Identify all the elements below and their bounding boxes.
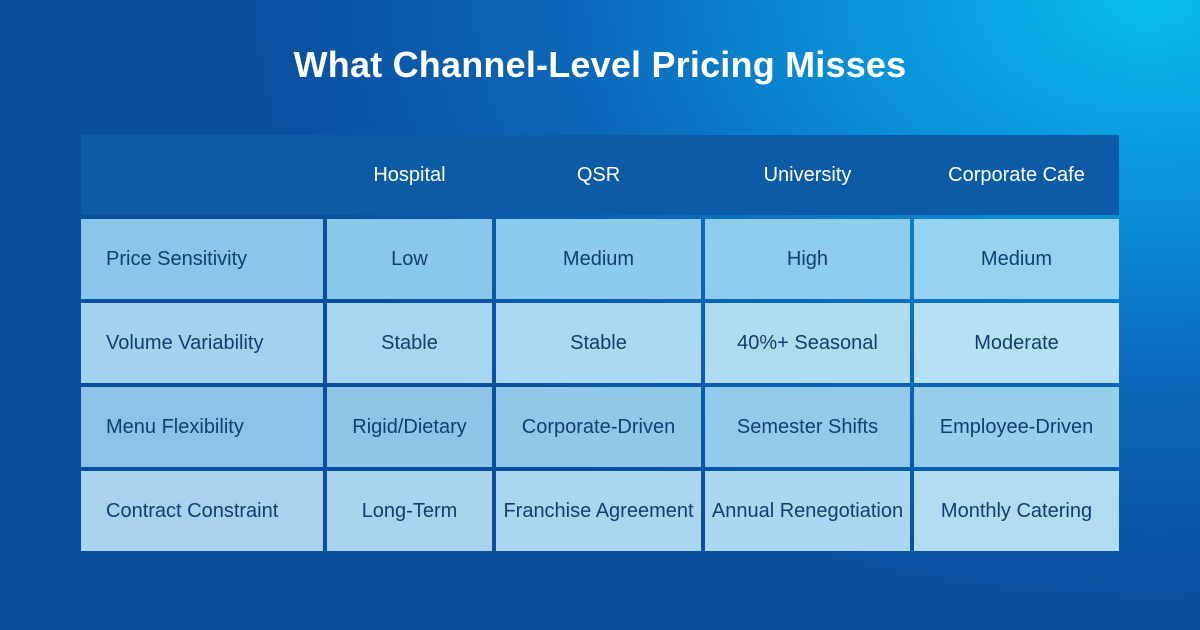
- table-cell-qsr: Stable: [496, 303, 701, 383]
- table-cell-hospital: Stable: [327, 303, 492, 383]
- column-header-university: University: [763, 164, 852, 186]
- table-cell-corporate-cafe: Employee-Driven: [914, 387, 1119, 467]
- table-cell-corporate-cafe: Moderate: [914, 303, 1119, 383]
- table-cell-university: Semester Shifts: [705, 387, 910, 467]
- table-cell-hospital: Long-Term: [327, 471, 492, 551]
- table-cell-qsr: Franchise Agreement: [496, 471, 701, 551]
- table-header-band: [81, 135, 1119, 215]
- column-header-qsr: QSR: [576, 164, 621, 186]
- row-label: Volume Variability: [81, 303, 323, 383]
- table-cell-corporate-cafe: Medium: [914, 219, 1119, 299]
- row-label: Contract Constraint: [81, 471, 323, 551]
- table-cell-university: 40%+ Seasonal: [705, 303, 910, 383]
- comparison-table: Hospital QSR University Corporate Cafe Price…: [81, 135, 1119, 552]
- table-cell-university: High: [705, 219, 910, 299]
- header-corner: [81, 135, 323, 215]
- row-label: Menu Flexibility: [81, 387, 323, 467]
- table-cell-hospital: Low: [327, 219, 492, 299]
- column-header-corporate-cafe: Corporate Cafe: [948, 164, 1085, 186]
- page-title: What Channel-Level Pricing Misses: [293, 44, 907, 85]
- table-cell-hospital: Rigid/Dietary: [327, 387, 492, 467]
- column-header-hospital: Hospital: [373, 164, 446, 186]
- table-cell-university: Annual Renegotiation: [705, 471, 910, 551]
- table-cell-qsr: Medium: [496, 219, 701, 299]
- table-cell-corporate-cafe: Monthly Catering: [914, 471, 1119, 551]
- row-label: Price Sensitivity: [81, 219, 323, 299]
- table-cell-qsr: Corporate-Driven: [496, 387, 701, 467]
